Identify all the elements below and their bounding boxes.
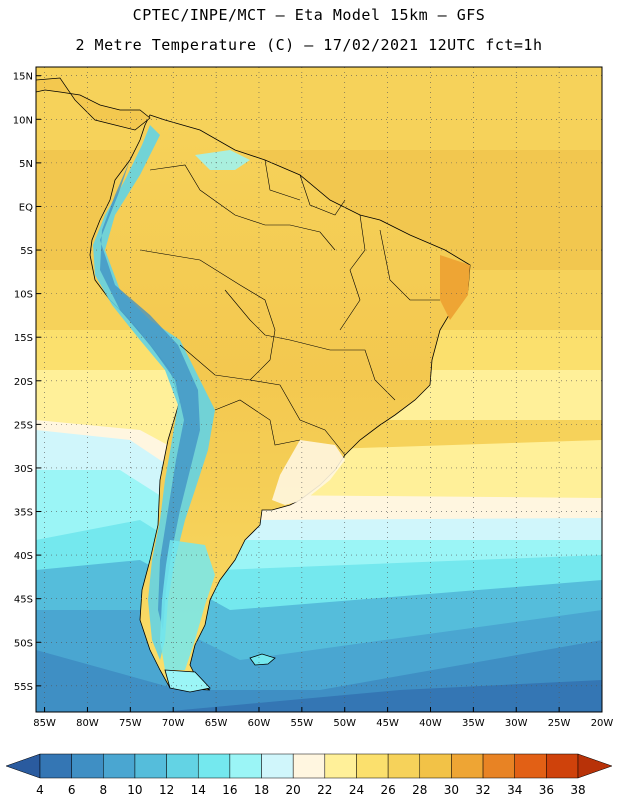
colorbar-swatch <box>356 753 389 779</box>
colorbar-level-label: 4 <box>36 783 44 797</box>
colorbar-max-arrow <box>577 753 613 779</box>
colorbar-swatch <box>103 753 136 779</box>
latitude-labels: 15N 10N 5N EQ 5S 10S 15S 20S 25S 30S 35S 40S 45S 50S 5… <box>13 72 33 693</box>
map-frame <box>35 66 603 713</box>
lon-label: 60W <box>248 718 271 729</box>
lon-label: 35W <box>462 718 485 729</box>
lon-label: 40W <box>419 718 442 729</box>
colorbar-level-label: 8 <box>99 783 107 797</box>
lat-label: 40S <box>14 551 33 562</box>
lon-label: 65W <box>205 718 228 729</box>
lat-label: 15N <box>13 72 33 83</box>
lon-label: 55W <box>291 718 314 729</box>
lon-label: 85W <box>33 718 56 729</box>
colorbar-swatch <box>292 753 326 779</box>
colorbar-level-label: 12 <box>159 783 174 797</box>
lat-label: 5S <box>20 246 33 257</box>
colorbar-swatch <box>197 753 231 779</box>
colorbar-swatch <box>546 753 579 779</box>
colorbar-level-label: 38 <box>570 783 585 797</box>
lon-label: 75W <box>119 718 142 729</box>
map-subtitle: 2 Metre Temperature (C) – 17/02/2021 12U… <box>75 36 543 54</box>
lat-label: 45S <box>14 595 33 606</box>
colorbar-swatch <box>166 753 199 779</box>
lon-label: 20W <box>591 718 614 729</box>
lon-label: 70W <box>162 718 185 729</box>
colorbar-level-label: 14 <box>191 783 206 797</box>
colorbar-level-label: 10 <box>127 783 142 797</box>
lat-label: 30S <box>14 464 33 475</box>
longitude-labels: 85W 80W 75W 70W 65W 60W 55W 50W 45W 40W 35W 30W 25W 2… <box>33 718 613 729</box>
patagonia-cool-region <box>160 540 215 670</box>
lat-label: 15S <box>14 333 33 344</box>
map-title: CPTEC/INPE/MCT – Eta Model 15km – GFS <box>132 6 486 24</box>
lat-label: 20S <box>14 377 33 388</box>
lon-label: 50W <box>333 718 356 729</box>
colorbar-level-label: 16 <box>222 783 237 797</box>
tierra-del-fuego <box>164 669 211 693</box>
lon-label: 80W <box>76 718 99 729</box>
colorbar-swatch <box>482 753 515 779</box>
lat-label: 10S <box>14 290 33 301</box>
colorbar-level-label: 18 <box>254 783 269 797</box>
colorbar-swatch <box>229 753 262 779</box>
country-borders <box>139 159 440 456</box>
colorbar-level-label: 28 <box>412 783 427 797</box>
andes-cold-core <box>100 160 200 630</box>
lat-label: 35S <box>14 508 33 519</box>
colorbar-swatch <box>324 753 357 779</box>
central-america-land <box>36 77 151 131</box>
venezuela-cool-spot <box>195 150 250 170</box>
lat-label: 25S <box>14 420 33 431</box>
falkland-islands <box>249 653 276 666</box>
colorbar-swatch <box>451 753 484 779</box>
lon-label: 45W <box>376 718 399 729</box>
axis-ticks <box>36 75 603 712</box>
colorbar-level-label: 36 <box>539 783 554 797</box>
colorbar-level-label: 24 <box>349 783 364 797</box>
lon-label: 30W <box>505 718 528 729</box>
colorbar-level-label: 22 <box>317 783 332 797</box>
colorbar-swatch <box>419 753 452 779</box>
colorbar-min-arrow <box>5 753 41 779</box>
lat-label: EQ <box>19 202 33 213</box>
colorbar-swatch <box>514 753 547 779</box>
northeast-warm-spot <box>440 255 470 320</box>
colorbar-level-label: 20 <box>286 783 301 797</box>
colorbar-swatch <box>134 753 167 779</box>
lat-label: 50S <box>14 638 33 649</box>
colorbar-level-label: 6 <box>68 783 76 797</box>
lat-label: 10N <box>13 115 33 126</box>
lat-label: 55S <box>14 682 33 693</box>
colorbar-level-label: 32 <box>475 783 490 797</box>
map-area <box>36 67 602 712</box>
colorbar-swatch <box>387 753 421 779</box>
colorbar-level-label: 26 <box>380 783 395 797</box>
colorbar-swatch <box>71 753 104 779</box>
colorbar-swatch <box>39 753 72 779</box>
lon-label: 25W <box>548 718 571 729</box>
lat-label: 5N <box>19 159 33 170</box>
ocean-band-6 <box>160 680 602 712</box>
colorbar-level-label: 30 <box>444 783 459 797</box>
colorbar: 4 6 8 10 12 14 16 18 20 22 24 26 28 30 32 34 36 38 <box>5 753 613 797</box>
colorbar-swatch <box>261 753 294 779</box>
colorbar-level-label: 34 <box>507 783 522 797</box>
southeast-cool-region <box>272 440 345 505</box>
